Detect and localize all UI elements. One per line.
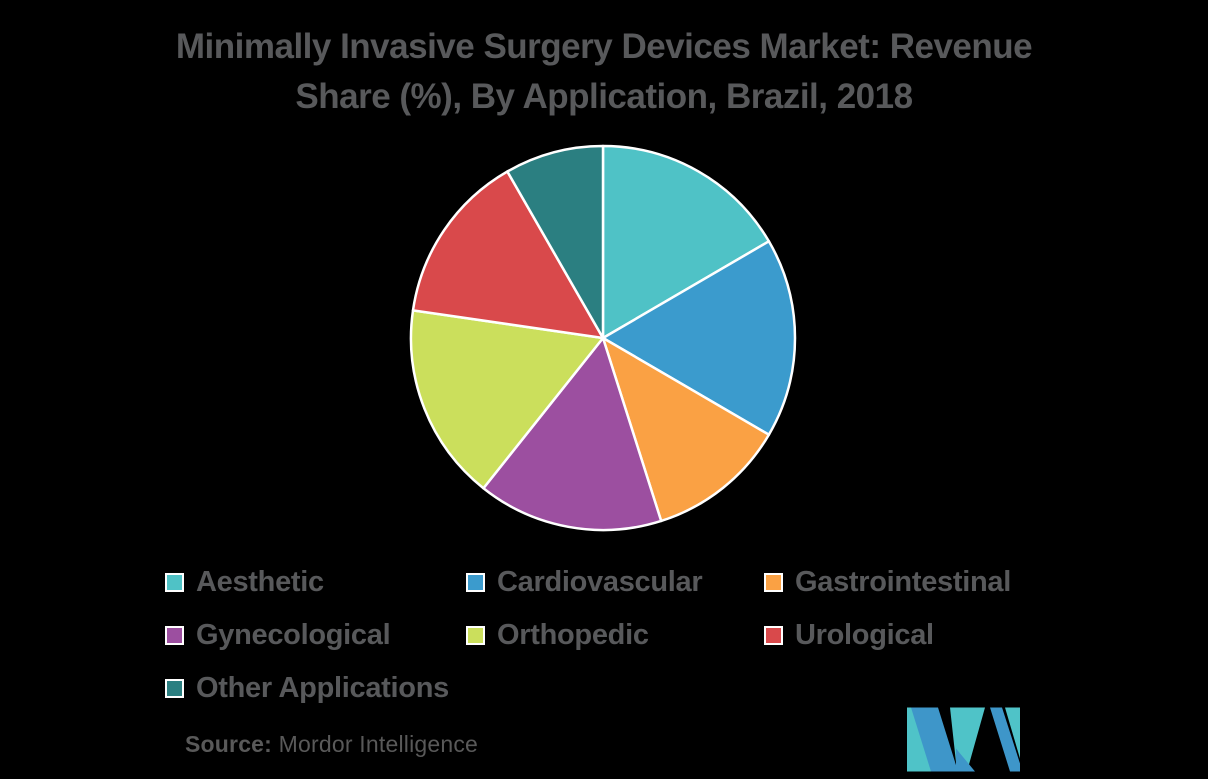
legend-label-other-applications: Other Applications (196, 671, 449, 704)
legend-swatch-orthopedic (466, 625, 485, 645)
source-line: Source: Mordor Intelligence (185, 731, 478, 758)
pie-slice-urological (411, 170, 605, 340)
legend-item-cardiovascular: Cardiovascular (466, 566, 764, 598)
chart-title-line-2: Share (%), By Application, Brazil, 2018 (295, 77, 913, 116)
legend-swatch-urological (764, 625, 783, 645)
legend: Aesthetic Cardiovascular Gastrointestinal G… (165, 566, 1085, 704)
mordor-intelligence-logo (907, 707, 1020, 772)
legend-swatch-other-applications (165, 678, 184, 698)
legend-item-other-applications: Other Applications (165, 672, 466, 704)
legend-label-urological: Urological (795, 618, 934, 651)
pie-slice-orthopedic (409, 309, 605, 490)
source-label: Source: (185, 731, 273, 757)
legend-swatch-cardiovascular (466, 572, 485, 592)
pie-slice-gastrointestinal (601, 336, 771, 523)
pie-slice-aesthetic (601, 144, 771, 340)
pie-slice-other-applications (506, 144, 605, 340)
legend-item-gynecological: Gynecological (165, 619, 466, 651)
legend-swatch-aesthetic (165, 572, 184, 592)
legend-item-urological: Urological (764, 619, 1085, 651)
legend-item-aesthetic: Aesthetic (165, 566, 466, 598)
legend-label-gynecological: Gynecological (196, 618, 391, 651)
legend-swatch-gastrointestinal (764, 572, 783, 592)
logo-shape-teal-mid (950, 707, 985, 772)
legend-label-gastrointestinal: Gastrointestinal (795, 565, 1011, 598)
legend-item-orthopedic: Orthopedic (466, 619, 764, 651)
pie-slice-cardiovascular (601, 240, 797, 436)
chart-title-line-1: Minimally Invasive Surgery Devices Marke… (175, 27, 1033, 66)
legend-label-orthopedic: Orthopedic (497, 618, 649, 651)
legend-label-aesthetic: Aesthetic (196, 565, 324, 598)
pie-chart (409, 144, 797, 532)
logo-shape-blue-bar (990, 707, 1020, 772)
logo-shape-teal-tri (1005, 707, 1020, 759)
logo-shape-blue-tri (956, 748, 975, 772)
legend-item-gastrointestinal: Gastrointestinal (764, 566, 1085, 598)
legend-label-cardiovascular: Cardiovascular (497, 565, 703, 598)
chart-title: Minimally Invasive Surgery Devices Marke… (0, 22, 1208, 122)
source-text: Mordor Intelligence (278, 731, 479, 757)
pie-slice-gynecological (482, 336, 663, 532)
legend-swatch-gynecological (165, 625, 184, 645)
logo-shape-blue-main (911, 707, 958, 772)
